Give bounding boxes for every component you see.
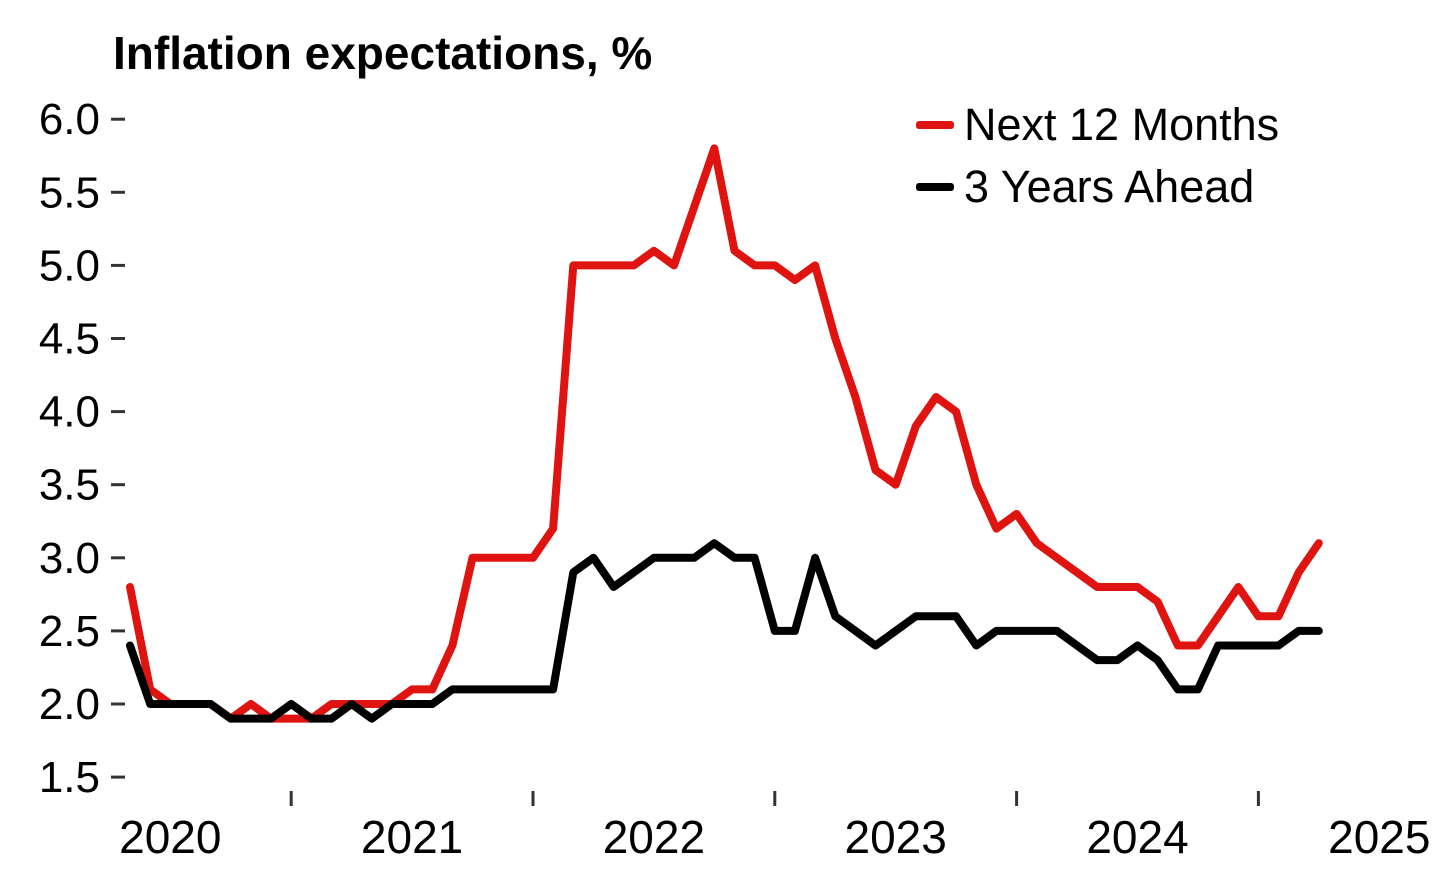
x-axis-year-label: 2024 xyxy=(1086,811,1188,863)
series-line-next-12-months xyxy=(126,144,1323,723)
legend-swatch-next-12-months xyxy=(916,121,954,129)
legend-label-next-12-months: Next 12 Months xyxy=(964,99,1280,150)
y-axis-tick-label: 6.0 xyxy=(39,95,100,144)
y-axis-tick-label: 4.5 xyxy=(39,315,100,364)
legend-swatch-3-years-ahead xyxy=(916,183,954,191)
series-line-3-years-ahead xyxy=(126,539,1323,723)
x-axis-year-label: 2021 xyxy=(361,811,463,863)
y-axis-tick-label: 2.0 xyxy=(39,680,100,729)
legend-item-3-years-ahead: 3 Years Ahead xyxy=(916,156,1279,218)
chart-title: Inflation expectations, % xyxy=(113,27,653,79)
x-axis-year-label: 2023 xyxy=(845,811,947,863)
y-axis-tick-label: 3.0 xyxy=(39,534,100,583)
x-axis-year-label: 2022 xyxy=(603,811,705,863)
y-axis-tick-label: 5.0 xyxy=(39,241,100,290)
y-axis-tick-label: 2.5 xyxy=(39,607,100,656)
legend-item-next-12-months: Next 12 Months xyxy=(916,94,1279,156)
y-axis-tick-label: 3.5 xyxy=(39,461,100,510)
y-axis-tick-label: 5.5 xyxy=(39,168,100,217)
x-axis-year-label: 2025 xyxy=(1328,811,1430,863)
chart-legend: Next 12 Months 3 Years Ahead xyxy=(916,94,1279,218)
y-axis-tick-label: 4.0 xyxy=(39,388,100,437)
y-axis-tick-label: 1.5 xyxy=(39,753,100,802)
legend-label-3-years-ahead: 3 Years Ahead xyxy=(964,161,1255,212)
x-axis-year-label: 2020 xyxy=(119,811,221,863)
